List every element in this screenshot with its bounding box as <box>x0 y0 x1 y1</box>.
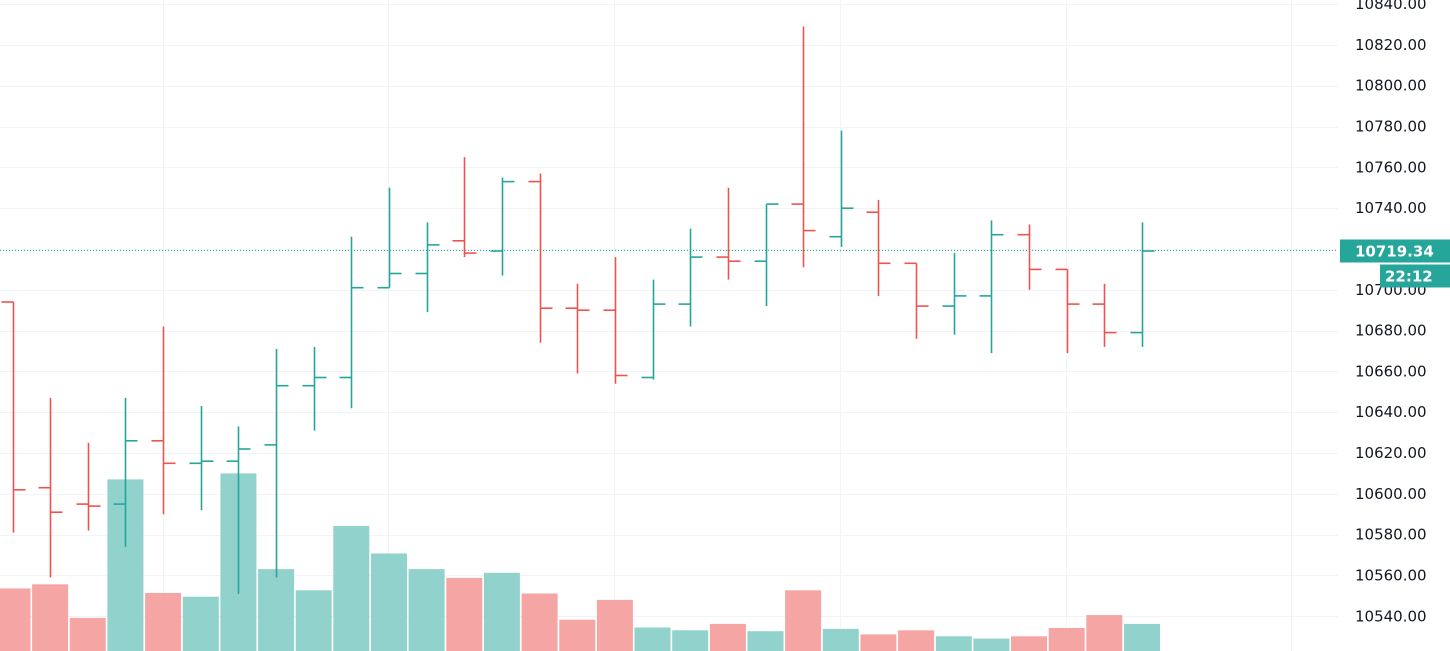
ohlc-bar <box>1092 283 1117 347</box>
ohlc-bar <box>1017 224 1042 290</box>
volume-bar <box>747 631 784 651</box>
volume-bar <box>446 577 483 651</box>
volume-bar <box>822 628 859 651</box>
ohlc-bar <box>754 203 779 307</box>
ohlc-bar <box>151 326 176 515</box>
price-scale[interactable]: 10840.00 10820.00 10800.00 10780.00 10760.00… <box>1355 0 1427 625</box>
volume-bar <box>709 623 746 651</box>
ohlc-bar <box>979 220 1004 354</box>
volume-bar <box>860 634 897 651</box>
chart-grid <box>0 0 1338 651</box>
price-scale-label: 10560.00 <box>1355 567 1427 585</box>
volume-bar <box>559 619 596 651</box>
price-scale-label: 10760.00 <box>1355 158 1427 176</box>
ohlc-bar <box>1055 268 1080 354</box>
ohlc-bar <box>452 157 477 258</box>
volume-bar <box>785 590 822 651</box>
ohlc-bar <box>76 442 101 531</box>
ohlc-bar <box>866 200 891 296</box>
volume-bar <box>69 617 106 651</box>
ohlc-bar <box>904 262 929 339</box>
volume-bar <box>596 599 633 651</box>
price-scale-label: 10840.00 <box>1355 0 1427 13</box>
volume-bars <box>0 473 1160 651</box>
volume-bar <box>973 638 1010 651</box>
price-scale-label: 10740.00 <box>1355 199 1427 217</box>
price-scale-label: 10800.00 <box>1355 77 1427 95</box>
volume-bar <box>634 627 671 651</box>
volume-bar <box>1011 636 1047 651</box>
volume-bar <box>1086 615 1123 651</box>
volume-bar <box>182 596 219 651</box>
price-scale-label: 10820.00 <box>1355 36 1427 54</box>
ohlc-bar <box>528 173 553 343</box>
ohlc-bar <box>678 228 703 327</box>
ohlc-bar <box>1130 222 1155 347</box>
volume-bar <box>483 572 520 651</box>
ohlc-bar <box>377 187 402 289</box>
volume-bar <box>898 630 935 651</box>
price-scale-label: 10600.00 <box>1355 485 1427 503</box>
ohlc-bar <box>339 236 364 409</box>
ohlc-bar <box>189 406 214 511</box>
current-price-tags: 10719.34 22:12 <box>1340 239 1450 288</box>
ohlc-bar <box>226 426 251 594</box>
volume-bar <box>672 630 709 651</box>
ohlc-bar <box>565 283 590 374</box>
countdown-tag <box>1380 264 1450 288</box>
ohlc-bar <box>415 222 440 313</box>
volume-bar <box>1048 628 1085 651</box>
price-scale-label: 10680.00 <box>1355 322 1427 340</box>
volume-bar <box>521 593 558 651</box>
volume-bar <box>371 553 407 651</box>
ohlc-bar <box>603 257 628 384</box>
ohlc-bar <box>113 397 138 547</box>
ohlc-bar <box>791 26 816 268</box>
volume-bar <box>295 590 332 651</box>
ohlc-bar <box>38 397 63 578</box>
price-scale-label: 10540.00 <box>1355 607 1427 625</box>
ohlc-bar <box>264 349 289 578</box>
ohlc-bar <box>641 279 666 380</box>
current-price-tag <box>1340 239 1450 263</box>
ohlc-bar <box>1 301 26 533</box>
ohlc-bar <box>829 130 854 247</box>
ohlc-bar <box>490 177 515 276</box>
volume-bar <box>32 584 69 651</box>
price-scale-label: 10780.00 <box>1355 118 1427 136</box>
volume-bar <box>408 569 445 651</box>
volume-bar <box>935 636 972 651</box>
price-scale-label: 10660.00 <box>1355 362 1427 380</box>
countdown-label: 22:12 <box>1385 268 1433 286</box>
ohlc-bar <box>942 253 967 335</box>
volume-bar <box>1124 623 1160 651</box>
price-scale-label: 10640.00 <box>1355 403 1427 421</box>
volume-bar <box>333 525 370 651</box>
price-scale-label: 10620.00 <box>1355 444 1427 462</box>
volume-bar <box>0 588 31 651</box>
ohlc-bars <box>1 26 1155 594</box>
ohlc-bar <box>716 187 741 280</box>
volume-bar <box>258 569 295 651</box>
volume-bar <box>145 593 182 651</box>
current-price-label: 10719.34 <box>1355 243 1434 261</box>
price-scale-label: 10580.00 <box>1355 526 1427 544</box>
ohlc-bar <box>302 346 327 431</box>
